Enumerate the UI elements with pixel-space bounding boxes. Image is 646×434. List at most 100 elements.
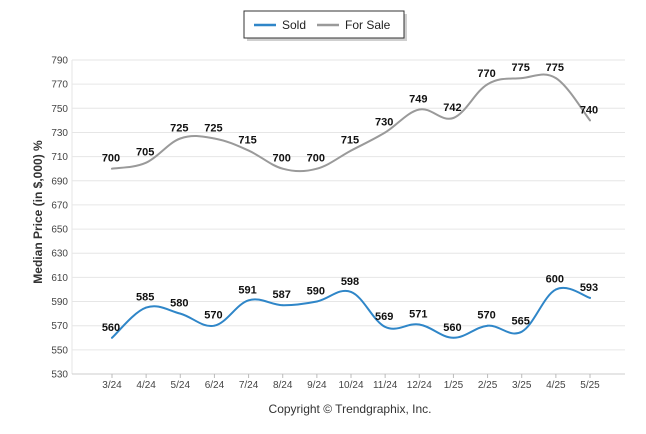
- series-lines: [111, 73, 591, 339]
- x-tick-label: 9/24: [307, 380, 327, 391]
- x-tick-label: 12/24: [407, 380, 432, 391]
- data-point-sold: [315, 300, 318, 303]
- data-label-sold: 560: [443, 322, 461, 334]
- data-point-sold: [418, 323, 421, 326]
- y-tick-label: 650: [51, 225, 68, 236]
- y-tick-label: 690: [51, 176, 68, 187]
- data-label-for-sale: 700: [273, 153, 291, 165]
- data-point-sold: [247, 299, 250, 302]
- y-tick-label: 590: [51, 297, 68, 308]
- data-label-for-sale: 775: [512, 62, 530, 74]
- x-tick-label: 4/24: [136, 380, 156, 391]
- data-label-sold: 560: [102, 322, 120, 334]
- data-label-sold: 591: [238, 284, 256, 296]
- y-tick-label: 630: [51, 249, 68, 260]
- data-point-sold: [111, 336, 113, 339]
- data-point-for-sale: [350, 149, 352, 152]
- x-tick-label: 10/24: [338, 380, 363, 391]
- data-label-for-sale: 705: [136, 147, 154, 159]
- legend-label-sold: Sold: [282, 18, 306, 32]
- data-label-for-sale: 730: [375, 116, 393, 128]
- data-point-for-sale: [179, 137, 182, 140]
- data-label-for-sale: 725: [204, 123, 222, 135]
- data-point-sold: [520, 330, 523, 333]
- data-label-for-sale: 770: [477, 68, 495, 80]
- y-tick-label: 570: [51, 321, 68, 332]
- data-label-for-sale: 725: [170, 123, 188, 135]
- data-label-sold: 600: [546, 273, 564, 285]
- x-tick-label: 11/24: [373, 380, 398, 391]
- data-point-for-sale: [452, 117, 455, 119]
- y-tick-label: 730: [51, 128, 68, 139]
- data-point-sold: [554, 288, 557, 291]
- copyright-credit: Copyright © Trendgraphix, Inc.: [269, 402, 432, 416]
- data-point-sold: [213, 324, 216, 327]
- data-label-sold: 590: [307, 286, 325, 298]
- data-point-for-sale: [145, 161, 148, 164]
- data-labels: 560 585 580 570 591 587 590 598 569 571 560 570 565 6…: [102, 62, 598, 334]
- x-tick-label: 6/24: [205, 380, 225, 391]
- data-point-sold: [452, 336, 455, 339]
- y-axis-title: Median Price (in $,000) %: [31, 140, 45, 284]
- data-label-sold: 587: [273, 289, 291, 301]
- data-label-sold: 565: [512, 316, 530, 328]
- data-label-sold: 585: [136, 292, 154, 304]
- data-label-sold: 598: [341, 276, 359, 288]
- y-tick-label: 790: [51, 56, 68, 67]
- data-label-for-sale: 742: [443, 102, 461, 114]
- data-point-for-sale: [589, 119, 591, 122]
- data-point-sold: [350, 290, 352, 293]
- data-label-for-sale: 775: [546, 62, 564, 74]
- data-label-sold: 580: [170, 298, 188, 310]
- data-label-sold: 570: [204, 310, 222, 322]
- data-point-for-sale: [384, 131, 387, 134]
- data-point-for-sale: [554, 77, 557, 80]
- data-label-for-sale: 740: [580, 104, 598, 116]
- data-point-for-sale: [418, 108, 421, 111]
- x-tick-label: 1/25: [444, 380, 464, 391]
- x-tick-label: 3/24: [102, 380, 122, 391]
- data-point-sold: [281, 304, 284, 307]
- data-point-for-sale: [111, 167, 113, 170]
- y-tick-label: 530: [51, 370, 68, 381]
- data-label-sold: 571: [409, 308, 427, 320]
- legend-items: Sold For Sale: [254, 18, 391, 32]
- x-tick-label: 4/25: [546, 380, 566, 391]
- data-point-for-sale: [213, 137, 216, 140]
- data-point-for-sale: [247, 149, 250, 152]
- y-tick-label: 670: [51, 200, 68, 211]
- data-point-for-sale: [315, 167, 318, 170]
- data-point-sold: [589, 297, 591, 299]
- y-tick-label: 750: [51, 104, 68, 115]
- grid-lines: [71, 59, 625, 375]
- data-label-sold: 593: [580, 282, 598, 294]
- data-point-sold: [384, 326, 387, 328]
- x-tick-label: 5/25: [580, 380, 600, 391]
- data-label-for-sale: 715: [238, 135, 256, 147]
- y-tick-labels: 530 550 570 590 610 630 650 670 690 710 730 750 770 7…: [51, 56, 68, 381]
- data-point-sold: [179, 312, 182, 315]
- x-tick-label: 5/24: [171, 380, 191, 391]
- data-label-for-sale: 715: [341, 135, 359, 147]
- x-tick-label: 2/25: [478, 380, 498, 391]
- plot-background: [72, 60, 625, 374]
- data-label-for-sale: 700: [307, 153, 325, 165]
- x-tick-label: 8/24: [273, 380, 293, 391]
- data-point-sold: [145, 306, 148, 309]
- data-point-sold: [486, 324, 489, 327]
- x-tick-labels: 3/24 4/24 5/24 6/24 7/24 8/24 9/24 10/24 11/24 12…: [102, 374, 600, 391]
- data-label-for-sale: 749: [409, 94, 427, 106]
- data-point-for-sale: [281, 167, 284, 170]
- y-tick-label: 610: [51, 273, 68, 284]
- x-tick-label: 3/25: [512, 380, 532, 391]
- y-tick-label: 770: [51, 80, 68, 91]
- data-point-for-sale: [520, 77, 523, 80]
- data-label-sold: 569: [375, 311, 393, 323]
- legend: Sold For Sale: [243, 10, 407, 41]
- data-label-for-sale: 700: [102, 153, 120, 165]
- data-label-sold: 570: [477, 310, 495, 322]
- data-point-for-sale: [486, 83, 489, 86]
- y-tick-label: 550: [51, 345, 68, 356]
